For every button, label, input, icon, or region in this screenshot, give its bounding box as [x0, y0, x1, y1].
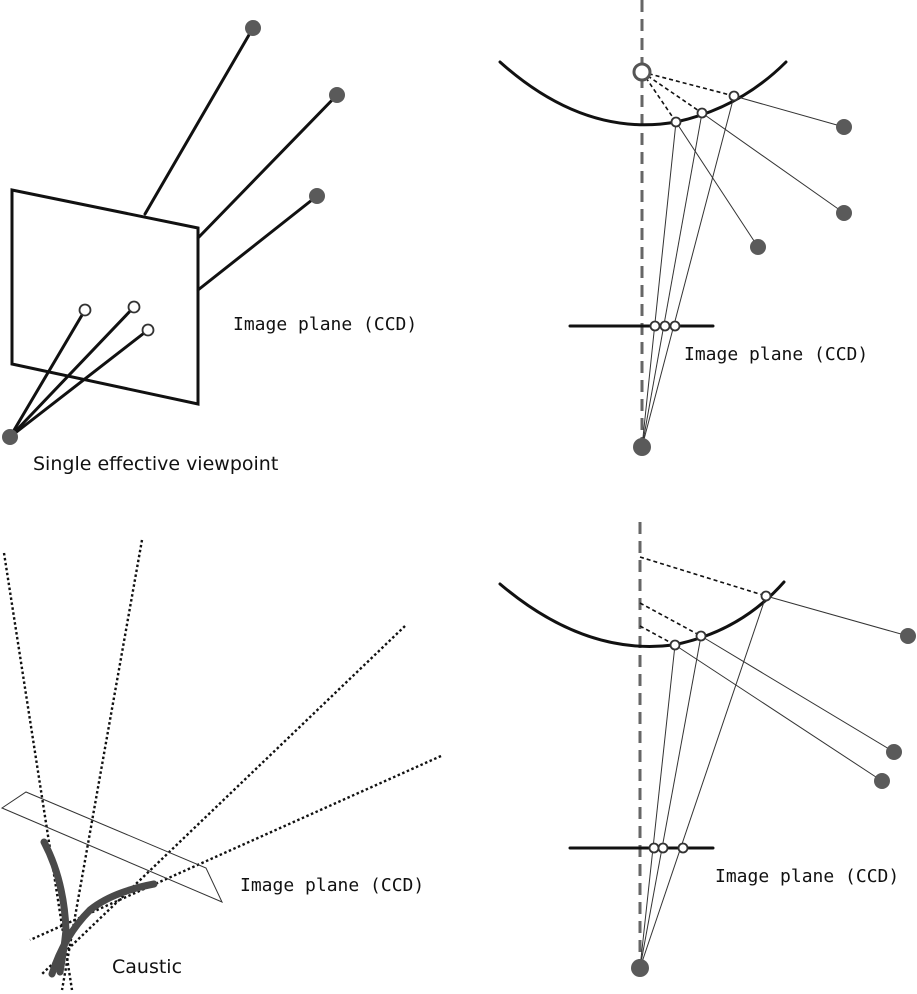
ray-view-1: [8, 308, 87, 439]
dotted-ray: [29, 754, 442, 942]
camera-ray: [641, 112, 703, 448]
effective-viewpoint: [632, 62, 652, 82]
scene-ray: [733, 95, 845, 128]
scene-point: [309, 188, 325, 204]
mirror-point: [696, 107, 708, 119]
scene-point: [836, 119, 852, 135]
image-plane-quad: [0, 791, 224, 903]
caustic-curve-2: [48, 880, 158, 978]
mirror-point: [728, 90, 740, 102]
image-point: [141, 323, 155, 337]
mirror-point: [695, 630, 707, 642]
focus-ray: [641, 71, 735, 97]
camera-ray: [641, 95, 735, 448]
axis-ray: [639, 625, 676, 646]
scene-ray: [765, 595, 909, 637]
panel-top-right: Image plane (CCD): [498, 0, 868, 456]
dotted-ray: [60, 539, 144, 991]
camera-center: [633, 438, 651, 456]
image-plane-quad: [10, 188, 200, 406]
camera-ray: [639, 595, 767, 969]
caustic-curve-1: [40, 838, 70, 976]
scene-point: [329, 87, 345, 103]
caustic-label: Caustic: [112, 956, 182, 978]
panel-bottom-left: Image plane (CCD) Caustic: [0, 539, 442, 991]
axis-ray: [639, 556, 767, 597]
scene-ray: [674, 644, 883, 782]
ray-scene-2: [196, 93, 339, 240]
image-point: [677, 842, 689, 854]
viewpoint-label: Single effective viewpoint: [33, 453, 278, 475]
ray-scene-3: [196, 194, 319, 292]
panel-top-left: Image plane (CCD) Single effective viewp…: [2, 20, 417, 475]
scene-ray: [701, 112, 845, 214]
image-plane-label: Image plane (CCD): [715, 866, 899, 887]
image-point: [127, 300, 141, 314]
image-plane-label: Image plane (CCD): [233, 314, 417, 335]
camera-ray: [639, 644, 676, 969]
dotted-ray: [2, 552, 74, 991]
scene-point: [836, 205, 852, 221]
camera-center: [631, 959, 649, 977]
image-point: [669, 320, 681, 332]
scene-point: [750, 239, 766, 255]
mirror-point: [760, 590, 772, 602]
scene-point: [245, 20, 261, 36]
mirror-curve: [498, 580, 786, 648]
dotted-ray: [41, 625, 406, 975]
image-point: [659, 320, 671, 332]
panel-bottom-right: Image plane (CCD): [498, 522, 916, 977]
image-point: [657, 842, 669, 854]
focus-ray: [641, 71, 703, 114]
ray-scene-1: [143, 26, 255, 216]
image-point: [78, 303, 92, 317]
image-point: [648, 842, 660, 854]
scene-point: [886, 744, 902, 760]
scene-point: [900, 628, 916, 644]
scene-ray: [675, 121, 759, 248]
ray-view-2: [8, 305, 136, 439]
mirror-curve: [498, 60, 788, 127]
image-point: [649, 320, 661, 332]
ray-view-3: [8, 328, 150, 439]
scene-ray: [700, 635, 895, 753]
viewpoint-point: [2, 429, 18, 445]
focus-ray: [641, 71, 677, 123]
axis-ray: [639, 602, 702, 637]
camera-ray: [641, 121, 677, 448]
image-plane-label: Image plane (CCD): [240, 875, 424, 896]
mirror-point: [670, 116, 682, 128]
scene-point: [874, 773, 890, 789]
camera-ray: [639, 635, 702, 969]
mirror-point: [669, 639, 681, 651]
image-plane-label: Image plane (CCD): [684, 344, 868, 365]
